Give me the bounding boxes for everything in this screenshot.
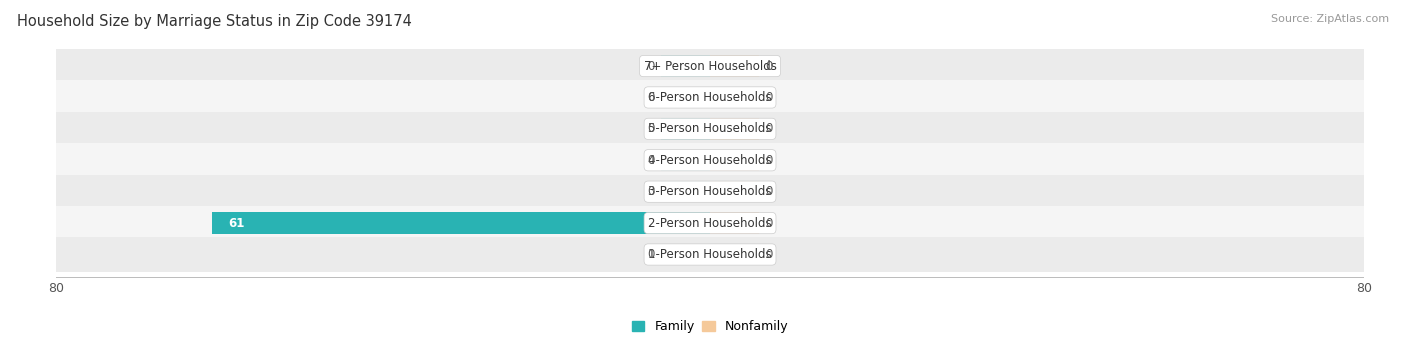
Bar xyxy=(661,244,710,265)
Text: 6-Person Households: 6-Person Households xyxy=(648,91,772,104)
Bar xyxy=(661,150,710,171)
Legend: Family, Nonfamily: Family, Nonfamily xyxy=(631,320,789,333)
Text: Household Size by Marriage Status in Zip Code 39174: Household Size by Marriage Status in Zip… xyxy=(17,14,412,29)
Bar xyxy=(211,212,710,234)
Bar xyxy=(710,212,759,234)
Bar xyxy=(56,206,1364,240)
Text: 0: 0 xyxy=(647,154,654,167)
Text: 0: 0 xyxy=(766,60,773,73)
Text: 0: 0 xyxy=(766,248,773,261)
Text: 0: 0 xyxy=(647,122,654,135)
Text: 3-Person Households: 3-Person Households xyxy=(648,185,772,198)
Bar xyxy=(56,175,1364,209)
Text: 0: 0 xyxy=(647,248,654,261)
Text: 0: 0 xyxy=(647,91,654,104)
Text: 0: 0 xyxy=(647,185,654,198)
Bar xyxy=(56,80,1364,115)
Text: 5-Person Households: 5-Person Households xyxy=(648,122,772,135)
Text: Source: ZipAtlas.com: Source: ZipAtlas.com xyxy=(1271,14,1389,24)
Text: 4-Person Households: 4-Person Households xyxy=(648,154,772,167)
Bar xyxy=(661,87,710,108)
Bar xyxy=(661,181,710,202)
Text: 0: 0 xyxy=(766,91,773,104)
Bar xyxy=(56,49,1364,83)
Text: 0: 0 xyxy=(766,122,773,135)
Text: 7+ Person Households: 7+ Person Households xyxy=(644,60,776,73)
Bar xyxy=(710,181,759,202)
Bar xyxy=(710,244,759,265)
Bar xyxy=(661,118,710,139)
Bar xyxy=(710,55,759,77)
Bar xyxy=(710,150,759,171)
Text: 0: 0 xyxy=(766,217,773,229)
Text: 1-Person Households: 1-Person Households xyxy=(648,248,772,261)
Bar xyxy=(710,118,759,139)
Text: 0: 0 xyxy=(647,60,654,73)
Bar xyxy=(661,55,710,77)
Bar xyxy=(56,112,1364,146)
Bar xyxy=(56,237,1364,271)
Bar xyxy=(56,143,1364,177)
Text: 0: 0 xyxy=(766,154,773,167)
Text: 0: 0 xyxy=(766,185,773,198)
Text: 61: 61 xyxy=(228,217,245,229)
Bar xyxy=(710,87,759,108)
Text: 2-Person Households: 2-Person Households xyxy=(648,217,772,229)
